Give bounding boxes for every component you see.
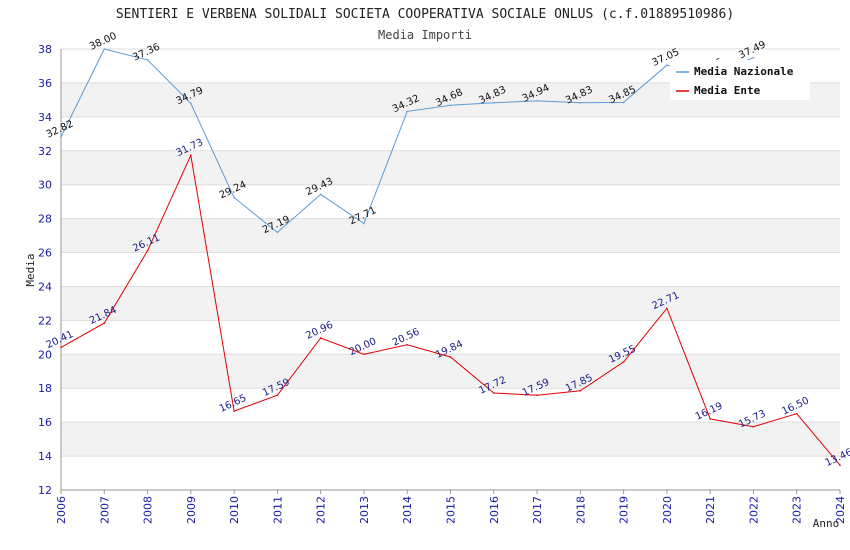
y-tick-label: 12 [38, 484, 52, 497]
data-point [233, 196, 235, 199]
y-tick-label: 34 [38, 111, 52, 124]
x-tick-label: 2010 [228, 496, 241, 524]
data-point [449, 104, 452, 107]
data-point [492, 392, 495, 394]
legend: Media Nazionale Media Ente [670, 60, 810, 100]
x-tick-label: 2006 [55, 496, 68, 524]
x-tick-label: 2009 [185, 496, 198, 524]
grid-band [61, 422, 840, 457]
data-point [536, 394, 538, 396]
x-tick-label: 2019 [618, 496, 631, 524]
x-tick-label: 2008 [142, 496, 155, 524]
legend-box [670, 60, 810, 100]
data-point [622, 361, 625, 363]
data-label: 37.36 [131, 42, 162, 64]
x-tick-label: 2015 [445, 496, 458, 524]
data-point [579, 389, 582, 392]
data-point [709, 418, 711, 420]
y-tick-label: 20 [38, 348, 52, 361]
data-point [449, 356, 452, 358]
data-point [795, 412, 798, 415]
data-point [752, 425, 755, 428]
y-tick-label: 28 [38, 213, 52, 226]
legend-label-nazionale: Media Nazionale [694, 65, 794, 78]
y-tick-label: 38 [38, 43, 52, 56]
x-axis-title: Anno [813, 517, 840, 530]
data-point [363, 353, 365, 356]
chart-title: SENTIERI E VERBENA SOLIDALI SOCIETA COOP… [116, 7, 734, 22]
data-label: 20.96 [304, 320, 335, 342]
data-point [103, 48, 106, 50]
data-point [406, 344, 409, 346]
y-axis-title: Media [24, 253, 37, 286]
data-point [839, 464, 841, 467]
data-point [622, 101, 625, 104]
grid-band [61, 354, 840, 389]
x-tick-label: 2021 [704, 496, 717, 524]
x-tick-label: 2013 [358, 496, 371, 524]
x-tick-label: 2011 [271, 496, 284, 524]
data-point [579, 101, 582, 104]
data-label: 16.19 [694, 401, 725, 423]
y-tick-labels: 12 14 16 18 20 22 24 26 28 30 32 34 36 38 [38, 43, 52, 497]
data-point [666, 64, 668, 66]
data-point [319, 337, 322, 339]
x-tick-label: 2023 [791, 496, 804, 524]
data-label: 16.65 [218, 393, 249, 415]
chart-subtitle: Media Importi [378, 28, 472, 42]
y-tick-label: 14 [38, 450, 52, 463]
data-point [190, 102, 192, 105]
data-point [406, 110, 409, 113]
y-tick-label: 32 [38, 145, 52, 158]
x-tick-label: 2024 [834, 496, 847, 524]
legend-label-ente: Media Ente [694, 84, 761, 97]
grid-band [61, 218, 840, 253]
y-tick-label: 24 [38, 280, 52, 293]
data-point [492, 101, 495, 104]
y-tick-label: 18 [38, 382, 52, 395]
data-point [319, 193, 322, 196]
x-tick-label: 2016 [488, 496, 501, 524]
data-point [146, 249, 149, 252]
y-tick-label: 26 [38, 247, 52, 260]
y-tick-label: 36 [38, 77, 52, 90]
grid-bands [61, 82, 840, 457]
data-point [146, 59, 149, 61]
y-tick-label: 16 [38, 416, 52, 429]
x-tick-label: 2017 [531, 496, 544, 524]
grid-band [61, 286, 840, 321]
x-tick-labels: 2006 2007 2008 2009 2010 2011 2012 2013 2014 2015… [55, 490, 847, 524]
data-point [536, 100, 538, 102]
data-point [752, 56, 755, 59]
grid-lines [61, 48, 840, 491]
data-point [276, 231, 279, 234]
data-label: 20.41 [45, 329, 76, 351]
x-tick-label: 2020 [661, 496, 674, 524]
y-tick-label: 22 [38, 314, 52, 327]
series-line-nazionale [60, 48, 754, 234]
data-point [233, 410, 235, 412]
x-tick-label: 2007 [98, 496, 111, 524]
x-tick-label: 2012 [315, 496, 328, 524]
y-tick-label: 30 [38, 179, 52, 192]
series-lines [60, 48, 841, 467]
data-point [60, 346, 62, 349]
x-tick-label: 2022 [747, 496, 760, 524]
x-tick-label: 2018 [574, 496, 587, 524]
data-point [276, 394, 279, 396]
data-point [60, 136, 62, 138]
data-point [190, 154, 192, 157]
x-tick-label: 2014 [401, 496, 414, 524]
data-point [363, 222, 365, 225]
data-point [666, 307, 668, 310]
data-point [103, 322, 106, 324]
